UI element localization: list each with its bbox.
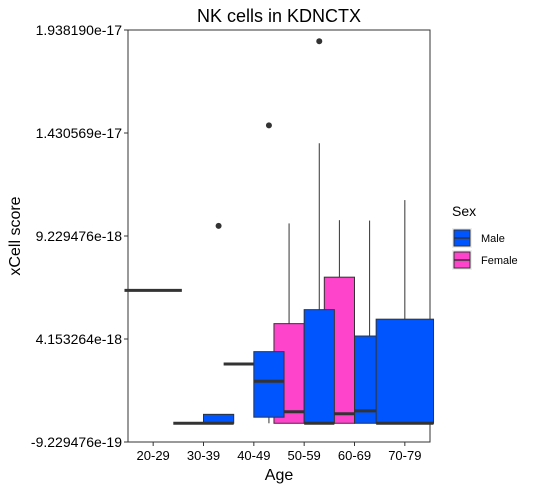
outlier-point <box>265 122 272 129</box>
x-tick-label: 40-49 <box>237 448 270 463</box>
outlier-point <box>215 222 222 229</box>
legend-label-female: Female <box>481 255 518 267</box>
box-series-group <box>124 38 435 425</box>
box-male-40-49 <box>253 122 285 424</box>
x-tick-label: 50-59 <box>288 448 321 463</box>
box-body <box>375 318 435 424</box>
y-tick-label: 1.938190e-17 <box>36 22 123 38</box>
x-tick-label: 30-39 <box>187 448 220 463</box>
y-tick-label: 1.430569e-17 <box>36 125 123 141</box>
x-tick-label: 20-29 <box>137 448 170 463</box>
legend: Sex Male Female <box>452 203 518 270</box>
box-body <box>253 351 285 418</box>
x-tick-label: 60-69 <box>338 448 371 463</box>
y-axis-title: xCell score <box>7 196 24 275</box>
x-axis-title: Age <box>265 467 294 484</box>
box-male-70-79 <box>375 200 435 425</box>
box-male-50-59 <box>303 38 335 425</box>
y-tick-label: 4.153264e-18 <box>36 331 123 347</box>
legend-label-male: Male <box>481 233 505 245</box>
y-axis: -9.229476e-19 4.153264e-18 9.229476e-18 1.4… <box>31 22 128 450</box>
outlier-point <box>316 38 323 45</box>
y-tick-label: 9.229476e-18 <box>36 228 123 244</box>
box-body <box>303 309 335 424</box>
x-tick-label: 70-79 <box>388 448 421 463</box>
chart-title: NK cells in KDNCTX <box>197 6 361 26</box>
y-tick-label: -9.229476e-19 <box>31 434 122 450</box>
box-male-30-39 <box>203 222 235 425</box>
x-axis: 20-29 30-39 40-49 50-59 60-69 70-79 <box>137 442 421 463</box>
legend-title: Sex <box>452 203 476 219</box>
